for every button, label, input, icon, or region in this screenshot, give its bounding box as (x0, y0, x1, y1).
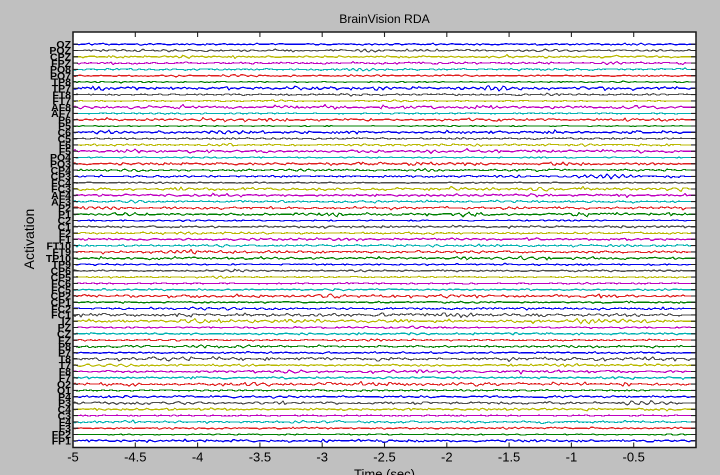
svg-text:C3: C3 (58, 410, 72, 422)
svg-text:O1: O1 (57, 385, 71, 397)
svg-text:PZ: PZ (58, 322, 72, 334)
svg-text:-2: -2 (441, 450, 453, 465)
svg-text:FC4: FC4 (51, 177, 71, 189)
svg-text:CP2: CP2 (51, 291, 72, 303)
svg-text:FP2: FP2 (52, 429, 71, 441)
svg-text:FT8: FT8 (52, 89, 71, 101)
svg-text:F3: F3 (59, 423, 71, 435)
svg-text:BrainVision RDA: BrainVision RDA (339, 12, 430, 26)
svg-text:FT10: FT10 (46, 240, 71, 252)
svg-text:CZ: CZ (57, 329, 72, 341)
svg-text:-3: -3 (316, 450, 328, 465)
svg-text:CP5: CP5 (51, 272, 72, 284)
svg-text:P2: P2 (58, 203, 71, 215)
svg-text:PO8: PO8 (50, 64, 71, 76)
svg-text:FC1: FC1 (51, 310, 71, 322)
svg-text:FZ: FZ (58, 335, 71, 347)
svg-text:TP8: TP8 (52, 77, 71, 89)
svg-text:FP1: FP1 (52, 436, 71, 448)
svg-text:P8: P8 (58, 341, 71, 353)
svg-text:AF7: AF7 (51, 108, 71, 120)
svg-text:P7: P7 (58, 347, 71, 359)
svg-text:PO7: PO7 (50, 70, 71, 82)
svg-text:F4: F4 (59, 417, 71, 429)
svg-text:OZ: OZ (56, 39, 71, 51)
svg-text:TP10: TP10 (46, 253, 71, 265)
svg-text:T8: T8 (59, 354, 71, 366)
svg-text:CPZ: CPZ (50, 52, 72, 64)
svg-text:F5: F5 (59, 146, 71, 158)
svg-text:C2: C2 (58, 215, 72, 227)
svg-text:-1.5: -1.5 (498, 450, 520, 465)
svg-text:C5: C5 (58, 133, 72, 145)
svg-text:-1: -1 (566, 450, 578, 465)
svg-text:P6: P6 (58, 114, 71, 126)
svg-text:CP3: CP3 (51, 171, 72, 183)
svg-text:-3.5: -3.5 (249, 450, 271, 465)
svg-text:-4: -4 (192, 450, 204, 465)
svg-text:AF4: AF4 (51, 190, 71, 202)
svg-text:AF8: AF8 (51, 102, 71, 114)
svg-text:Activation: Activation (21, 209, 37, 270)
svg-text:PO4: PO4 (50, 152, 71, 164)
svg-text:C6: C6 (58, 127, 72, 139)
svg-text:-5: -5 (67, 450, 79, 465)
svg-text:-2.5: -2.5 (373, 450, 395, 465)
svg-text:F8: F8 (59, 366, 71, 378)
svg-text:-4.5: -4.5 (124, 450, 146, 465)
svg-text:CP4: CP4 (51, 165, 72, 177)
svg-text:C4: C4 (58, 404, 72, 416)
svg-text:FPZ: FPZ (51, 58, 71, 70)
svg-text:P4: P4 (58, 391, 71, 403)
svg-text:F7: F7 (59, 373, 71, 385)
svg-text:O2: O2 (57, 379, 71, 391)
svg-text:P1: P1 (58, 209, 71, 221)
svg-text:FC2: FC2 (51, 303, 71, 315)
svg-text:CP6: CP6 (51, 266, 72, 278)
svg-text:Time (sec): Time (sec) (354, 467, 415, 475)
svg-text:TP9: TP9 (52, 259, 71, 271)
svg-text:IZ: IZ (62, 316, 72, 328)
svg-text:F6: F6 (59, 140, 71, 152)
svg-text:P3: P3 (58, 398, 71, 410)
svg-text:TP7: TP7 (52, 83, 71, 95)
svg-text:T7: T7 (59, 360, 71, 372)
svg-text:F2: F2 (59, 228, 71, 240)
svg-text:AF3: AF3 (51, 196, 71, 208)
svg-text:FC6: FC6 (51, 278, 71, 290)
svg-text:-0.5: -0.5 (622, 450, 644, 465)
svg-text:PO3: PO3 (50, 159, 71, 171)
svg-text:F1: F1 (59, 234, 71, 246)
svg-text:FT7: FT7 (52, 96, 71, 108)
svg-text:FC3: FC3 (51, 184, 71, 196)
svg-text:FT9: FT9 (52, 247, 71, 259)
svg-text:C1: C1 (58, 222, 72, 234)
svg-text:P5: P5 (58, 121, 71, 133)
svg-text:CP1: CP1 (51, 297, 72, 309)
svg-text:FC5: FC5 (51, 284, 71, 296)
svg-text:POZ: POZ (49, 45, 71, 57)
